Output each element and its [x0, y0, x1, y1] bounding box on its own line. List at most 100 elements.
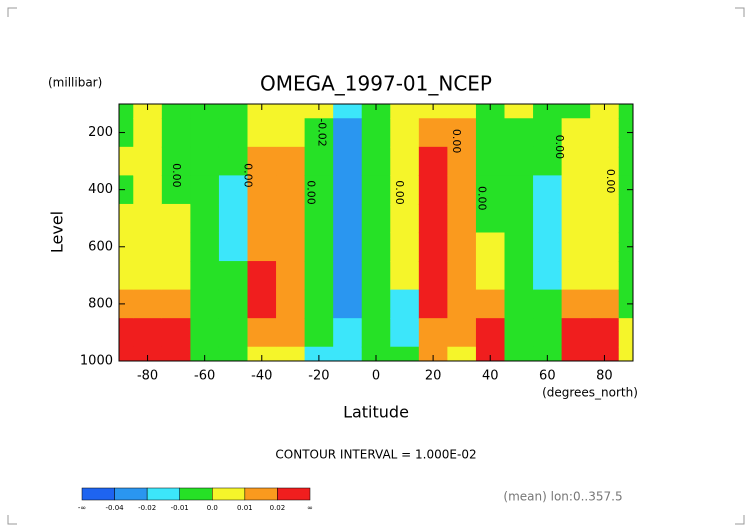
contour-cell [276, 175, 306, 205]
x-tick-label: 80 [596, 369, 613, 384]
contour-cell [361, 346, 391, 361]
contour-cell [418, 146, 448, 176]
contour-cell [475, 232, 506, 262]
contour-label: -0.02 [316, 118, 329, 146]
contour-cell [161, 146, 191, 176]
contour-cell [218, 261, 249, 291]
contour-cell [618, 232, 633, 262]
contour-cell [119, 118, 134, 148]
contour-cell [418, 175, 448, 205]
contour-cell [218, 346, 249, 361]
contour-cell [161, 318, 191, 348]
contour-cell [361, 175, 391, 205]
contour-label: 0.00 [553, 135, 566, 160]
contour-cell [418, 318, 448, 348]
contour-cell [418, 289, 448, 319]
contour-cell [475, 289, 506, 319]
contour-cell [218, 146, 249, 176]
contour-label: 0.00 [304, 180, 317, 205]
contour-cell [561, 104, 591, 119]
contour-cell [119, 146, 134, 176]
contour-cell [475, 118, 506, 148]
y-tick-label: 200 [88, 125, 113, 140]
contour-cell [218, 318, 249, 348]
colorbar-label: -0.04 [106, 504, 125, 512]
contour-cell [533, 118, 563, 148]
contour-cell [590, 104, 620, 119]
contour-cell [561, 261, 591, 291]
contour-cell [561, 232, 591, 262]
contour-cell [190, 203, 220, 234]
x-tick-label: 20 [425, 369, 442, 384]
contour-cell [390, 318, 420, 348]
contour-cell [447, 146, 477, 176]
contour-cell [361, 232, 391, 262]
contour-cell [475, 346, 506, 361]
contour-cell [161, 175, 191, 205]
contour-cell [561, 146, 591, 176]
contour-cell [475, 261, 506, 291]
contour-cell [133, 104, 163, 119]
contour-cell [247, 175, 277, 205]
contour-cell [390, 261, 420, 291]
contour-cell [119, 261, 134, 291]
contour-cell [333, 346, 363, 361]
contour-cell [618, 261, 633, 291]
contour-cell [504, 118, 534, 148]
contour-cell [618, 146, 633, 176]
contour-cell [561, 203, 591, 234]
contour-cell [190, 104, 220, 119]
contour-cell [304, 175, 334, 205]
contour-cell [218, 232, 249, 262]
contour-cell [161, 289, 191, 319]
contour-cell [304, 146, 334, 176]
colorbar-swatch [212, 487, 246, 501]
x-tick-label: -60 [194, 369, 215, 384]
contour-cell [561, 318, 591, 348]
contour-cell [475, 203, 506, 234]
contour-cell [590, 203, 620, 234]
contour-cell [276, 346, 306, 361]
contour-cell [190, 261, 220, 291]
colorbar-label: ∞ [307, 504, 313, 512]
contour-cell [247, 203, 277, 234]
contour-cell [504, 289, 534, 319]
contour-interval: CONTOUR INTERVAL = 1.000E-02 [275, 448, 476, 462]
contour-cell [133, 232, 163, 262]
contour-label: 0.00 [393, 180, 406, 205]
contour-cell [361, 261, 391, 291]
contour-cell [475, 318, 506, 348]
contour-cell [119, 289, 134, 319]
contour-cell [361, 203, 391, 234]
y-tick-label: 1000 [80, 354, 113, 369]
contour-cell [590, 118, 620, 148]
contour-cell [447, 232, 477, 262]
contour-cell [447, 261, 477, 291]
x-axis-label: Latitude [343, 403, 409, 422]
contour-cell [218, 289, 249, 319]
contour-cell [361, 318, 391, 348]
contour-cell [618, 104, 633, 119]
contour-cell [161, 104, 191, 119]
colorbar-label: 0.0 [207, 504, 218, 512]
contour-cell [161, 232, 191, 262]
corner-marks [7, 7, 745, 525]
contour-cell [618, 203, 633, 234]
colorbar-label: -0.02 [138, 504, 156, 512]
contour-cell [618, 346, 633, 361]
contour-cell [475, 175, 506, 205]
contour-cell [390, 104, 420, 119]
colorbar-label: -0.01 [171, 504, 189, 512]
contour-cell [333, 175, 363, 205]
contour-cell [218, 175, 249, 205]
contour-cell [133, 261, 163, 291]
contour-cell [304, 118, 334, 148]
contour-cell [247, 261, 277, 291]
contour-cell [504, 104, 534, 119]
colorbar-swatch [277, 487, 311, 501]
x-tick-label: 0 [372, 369, 380, 384]
x-tick-label: -80 [137, 369, 158, 384]
contour-cell [618, 175, 633, 205]
contour-cell [533, 289, 563, 319]
